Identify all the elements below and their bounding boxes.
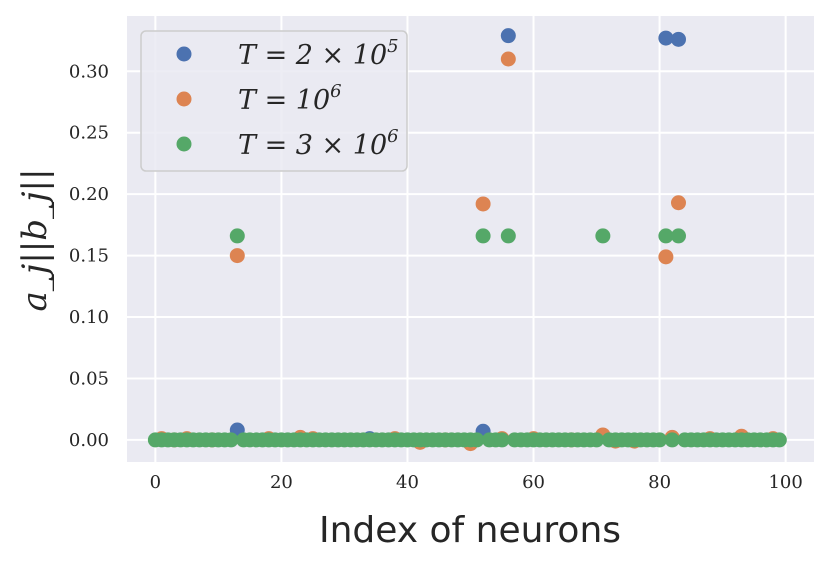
data-point-series-3 <box>494 432 510 448</box>
y-tick-label: 0.10 <box>69 307 109 328</box>
x-axis-label: Index of neurons <box>319 510 621 551</box>
y-tick-label: 0.15 <box>69 246 109 267</box>
legend-marker <box>176 46 192 62</box>
x-tick-label: 100 <box>768 472 802 493</box>
data-point-series-3 <box>664 432 680 448</box>
data-points <box>147 28 787 452</box>
y-tick-label: 0.00 <box>69 430 109 451</box>
y-tick-label: 0.25 <box>69 123 109 144</box>
data-point-series-3 <box>229 228 245 244</box>
x-tick-label: 20 <box>270 472 293 493</box>
y-tick-label: 0.05 <box>69 368 109 389</box>
data-point-series-2 <box>670 195 686 211</box>
data-point-series-3 <box>670 228 686 244</box>
data-point-series-1 <box>658 30 674 46</box>
legend-label: T = 2 × 105 <box>238 36 399 71</box>
legend-label: T = 106 <box>238 81 342 116</box>
legend-label: T = 3 × 106 <box>238 126 399 161</box>
data-point-series-3 <box>771 432 787 448</box>
data-point-series-2 <box>475 196 491 212</box>
tick-labels: 0 20 40 60 80 100 0.00 0.05 0.10 0.15 0.20 0.25 0.30 <box>69 61 803 493</box>
data-point-series-2 <box>229 248 245 264</box>
y-axis-label: a_j||b_j|| <box>15 169 55 312</box>
legend-marker <box>176 91 192 107</box>
data-point-series-3 <box>223 432 239 448</box>
x-tick-label: 0 <box>150 472 161 493</box>
y-tick-label: 0.30 <box>69 61 109 82</box>
data-point-series-1 <box>500 28 516 44</box>
data-point-series-3 <box>589 432 605 448</box>
data-point-series-3 <box>500 228 516 244</box>
data-point-series-3 <box>469 432 485 448</box>
x-tick-label: 60 <box>522 472 545 493</box>
data-point-series-3 <box>658 228 674 244</box>
data-point-series-2 <box>500 51 516 67</box>
legend: T = 2 × 105 T = 106 T = 3 × 106 <box>140 30 408 172</box>
x-tick-label: 80 <box>648 472 671 493</box>
data-point-series-1 <box>670 31 686 47</box>
y-axis-label-text: a_j||b_j|| <box>15 169 55 312</box>
x-tick-label: 40 <box>396 472 419 493</box>
data-point-series-3 <box>595 228 611 244</box>
data-point-series-3 <box>475 228 491 244</box>
y-tick-label: 0.20 <box>69 184 109 205</box>
legend-marker <box>176 136 192 152</box>
data-point-series-2 <box>658 249 674 265</box>
data-point-series-3 <box>652 432 668 448</box>
legend-box <box>140 30 408 172</box>
